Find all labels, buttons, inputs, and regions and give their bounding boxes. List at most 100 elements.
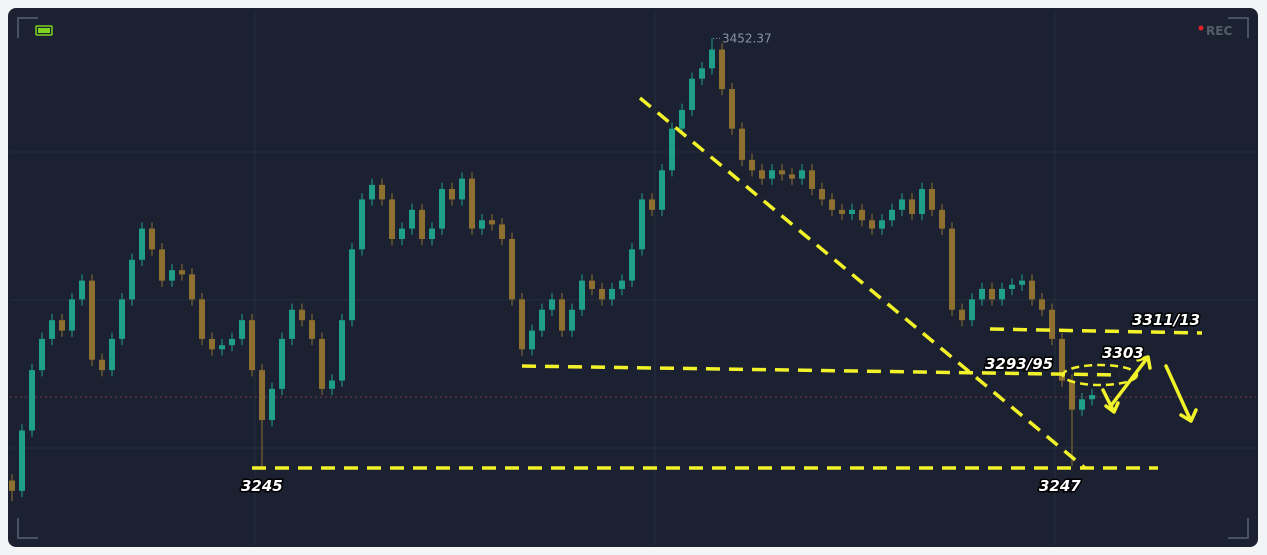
candle-body bbox=[409, 209, 415, 229]
candle-body bbox=[909, 199, 915, 215]
candle-body bbox=[269, 388, 275, 421]
candle-body bbox=[429, 228, 435, 239]
candle-body bbox=[379, 184, 385, 200]
candle-body bbox=[449, 189, 455, 200]
annotation: 3247 bbox=[1039, 477, 1081, 495]
candle-body bbox=[339, 320, 345, 381]
candle-body bbox=[149, 228, 155, 250]
arrow-down bbox=[1164, 364, 1198, 423]
candle-body bbox=[609, 288, 615, 300]
high-label: 3452.37 bbox=[722, 31, 772, 45]
candle-body bbox=[829, 199, 835, 210]
candle-body bbox=[749, 159, 755, 171]
candle-body bbox=[299, 309, 305, 321]
candle-body bbox=[789, 174, 795, 179]
annotation: 3311/13 bbox=[1132, 311, 1200, 329]
candle-body bbox=[779, 170, 785, 175]
candle-body bbox=[669, 128, 675, 171]
candle-body bbox=[809, 170, 815, 190]
candle-body bbox=[109, 338, 115, 371]
candle-body bbox=[679, 109, 685, 129]
candle-body bbox=[759, 170, 765, 179]
candle-body bbox=[229, 338, 235, 346]
candle-body bbox=[419, 209, 425, 239]
candle-body bbox=[879, 220, 885, 229]
candle-body bbox=[159, 249, 165, 281]
candle-body bbox=[219, 345, 225, 350]
highlight-ellipse bbox=[1061, 363, 1139, 387]
candle-body bbox=[649, 199, 655, 210]
support-line bbox=[521, 364, 1121, 377]
candle-body bbox=[999, 288, 1005, 300]
candle-body bbox=[49, 320, 55, 339]
candle-body bbox=[1039, 299, 1045, 310]
candle-body bbox=[1019, 280, 1025, 285]
candle-body bbox=[39, 338, 45, 371]
battery-icon bbox=[35, 25, 53, 36]
rec-label: REC bbox=[1206, 24, 1232, 38]
candle-body bbox=[439, 189, 445, 229]
candle-body bbox=[629, 249, 635, 281]
candle-body bbox=[929, 189, 935, 210]
candle-body bbox=[839, 209, 845, 215]
annotation: 3293/95 bbox=[985, 355, 1053, 373]
candle-body bbox=[179, 270, 185, 275]
candle-body bbox=[709, 49, 715, 69]
candle-body bbox=[279, 338, 285, 389]
candle-body bbox=[899, 199, 905, 210]
candle-body bbox=[539, 309, 545, 331]
battery-level bbox=[38, 28, 50, 33]
trend-line bbox=[638, 96, 1087, 470]
candle-body bbox=[589, 280, 595, 289]
candle-body bbox=[769, 170, 775, 179]
candle-body bbox=[509, 238, 515, 300]
candle-body bbox=[319, 338, 325, 389]
annotation-lines bbox=[252, 96, 1203, 470]
candle-body bbox=[549, 299, 555, 310]
candle-body bbox=[139, 228, 145, 260]
candle-body bbox=[9, 480, 15, 491]
candle-body bbox=[289, 309, 295, 339]
candle-body bbox=[529, 330, 535, 350]
candle-body bbox=[949, 228, 955, 310]
candle-body bbox=[1069, 380, 1075, 410]
candle-body bbox=[559, 299, 565, 331]
candle-body bbox=[199, 299, 205, 339]
frame-corners bbox=[17, 17, 1249, 539]
candle-body bbox=[519, 299, 525, 350]
candle-body bbox=[1009, 284, 1015, 289]
candle-body bbox=[639, 199, 645, 250]
candle-body bbox=[1029, 280, 1035, 300]
candle-body bbox=[849, 209, 855, 215]
annotation: 3245 bbox=[241, 477, 283, 495]
annotation: 3303 bbox=[1102, 344, 1144, 362]
candle-body bbox=[1049, 309, 1055, 339]
candle-body bbox=[489, 220, 495, 225]
candle-body bbox=[359, 199, 365, 250]
candle-body bbox=[99, 359, 105, 371]
candle-body bbox=[729, 89, 735, 129]
candle-body bbox=[239, 320, 245, 339]
candles bbox=[9, 38, 1095, 502]
candle-body bbox=[499, 224, 505, 239]
candle-body bbox=[399, 228, 405, 239]
candle-body bbox=[1079, 399, 1085, 410]
candle-body bbox=[659, 170, 665, 210]
candle-body bbox=[89, 280, 95, 360]
candle-body bbox=[939, 209, 945, 229]
candle-body bbox=[459, 178, 465, 200]
candle-body bbox=[699, 68, 705, 79]
candle-body bbox=[329, 380, 335, 389]
candle-body bbox=[79, 280, 85, 300]
arrow-up bbox=[1108, 355, 1152, 409]
candle-body bbox=[719, 49, 725, 90]
candle-body bbox=[599, 288, 605, 300]
candle-body bbox=[349, 249, 355, 321]
candle-body bbox=[819, 189, 825, 200]
candle-body bbox=[989, 288, 995, 300]
candle-body bbox=[129, 259, 135, 300]
candle-body bbox=[259, 370, 265, 421]
candle-body bbox=[469, 178, 475, 229]
candle-body bbox=[369, 184, 375, 200]
candle-body bbox=[689, 78, 695, 110]
